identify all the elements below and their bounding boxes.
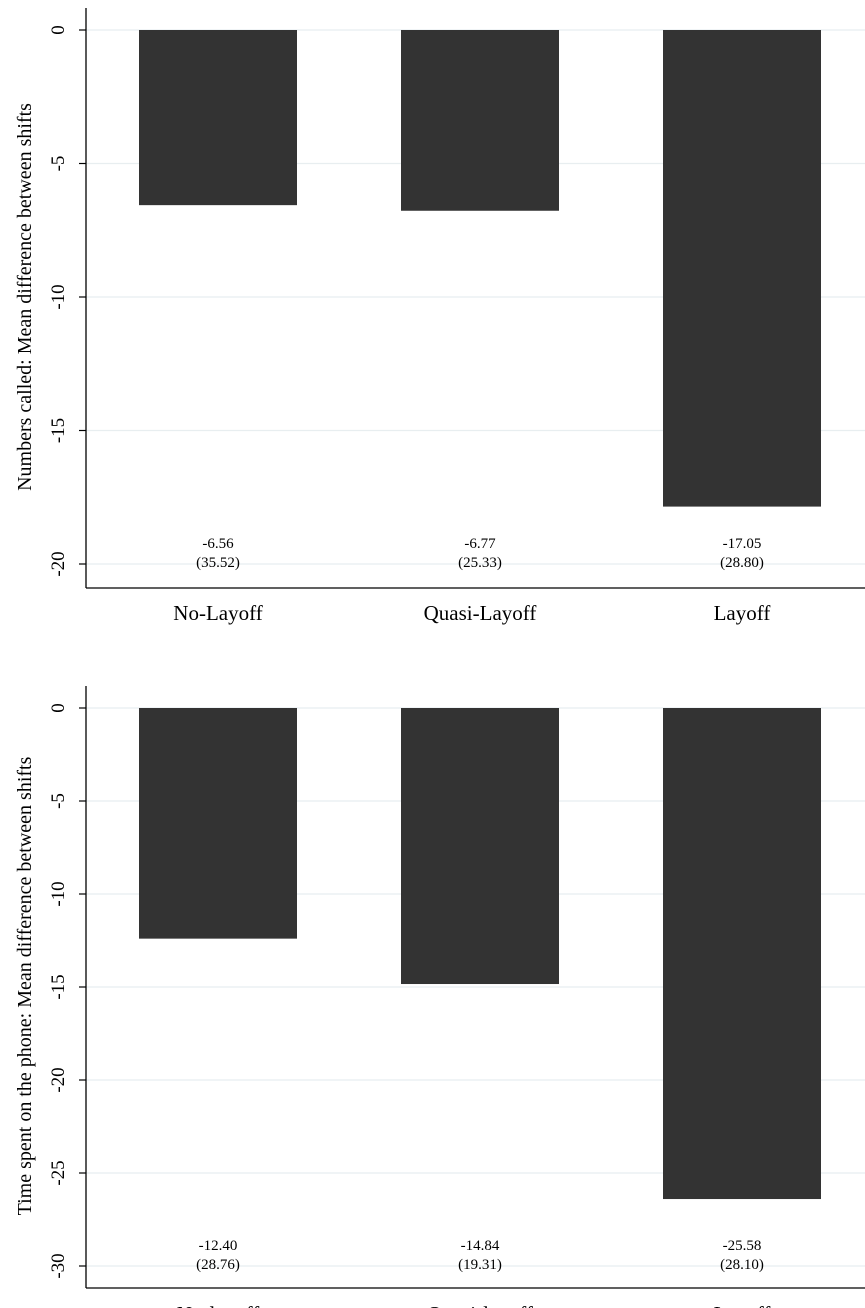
time-on-phone-category-label: Quasi-layoff bbox=[427, 1302, 533, 1308]
time-on-phone-bar-quasi-layoff bbox=[401, 708, 559, 985]
numbers-called-y-tick-label: -5 bbox=[48, 156, 69, 172]
time-on-phone-sd-label: (19.31) bbox=[458, 1257, 502, 1273]
numbers-called-bar-layoff bbox=[663, 30, 821, 507]
time-on-phone-sd-label: (28.76) bbox=[196, 1257, 240, 1273]
numbers-called-y-tick-label: -20 bbox=[48, 551, 69, 576]
numbers-called-sd-label: (25.33) bbox=[458, 555, 502, 571]
numbers-called-y-axis-title: Numbers called: Mean difference between … bbox=[14, 103, 36, 491]
numbers-called-sd-label: (28.80) bbox=[720, 555, 764, 571]
time-on-phone-bar-no-layoff bbox=[139, 708, 297, 939]
time-on-phone-y-tick-label: -20 bbox=[48, 1067, 69, 1092]
numbers-called-category-label: Layoff bbox=[714, 601, 771, 625]
chart-time-on-phone-svg: 0 -5 -10 -15 -20 -25 -30 -12.40 (28.76) -14.84 (19… bbox=[14, 686, 865, 1308]
time-on-phone-y-tick-label: -15 bbox=[48, 974, 69, 999]
numbers-called-bar-quasi-layoff bbox=[401, 30, 559, 211]
numbers-called-category-label: Quasi-Layoff bbox=[424, 601, 537, 625]
time-on-phone-y-tick-label: -10 bbox=[48, 881, 69, 906]
numbers-called-y-tick-label: -10 bbox=[48, 284, 69, 309]
time-on-phone-y-tick-label: -30 bbox=[48, 1253, 69, 1278]
numbers-called-mean-label: -6.77 bbox=[464, 536, 496, 552]
time-on-phone-y-axis-title: Time spent on the phone: Mean difference… bbox=[14, 756, 36, 1215]
time-on-phone-bar-layoff bbox=[663, 708, 821, 1200]
chart-numbers-called-svg: 0 -5 -10 -15 -20 -6.56 (35.52) -6.77 (25.33) -17.… bbox=[14, 8, 865, 625]
numbers-called-category-label: No-Layoff bbox=[173, 601, 262, 625]
numbers-called-mean-label: -17.05 bbox=[723, 536, 762, 552]
numbers-called-sd-label: (35.52) bbox=[196, 555, 240, 571]
numbers-called-mean-label: -6.56 bbox=[202, 536, 234, 552]
numbers-called-y-tick-label: 0 bbox=[48, 25, 69, 35]
time-on-phone-category-label: No-layoff bbox=[177, 1302, 259, 1308]
numbers-called-y-tick-label: -15 bbox=[48, 418, 69, 443]
time-on-phone-sd-label: (28.10) bbox=[720, 1257, 764, 1273]
time-on-phone-mean-label: -25.58 bbox=[723, 1238, 762, 1254]
time-on-phone-mean-label: -14.84 bbox=[461, 1238, 500, 1254]
time-on-phone-y-tick-label: -25 bbox=[48, 1160, 69, 1185]
time-on-phone-y-tick-label: 0 bbox=[48, 703, 69, 713]
time-on-phone-mean-label: -12.40 bbox=[199, 1238, 238, 1254]
numbers-called-bar-no-layoff bbox=[139, 30, 297, 206]
time-on-phone-category-label: Layoff bbox=[714, 1302, 771, 1308]
chart-time-on-phone: 0 -5 -10 -15 -20 -25 -30 -12.40 (28.76) -14.84 (19… bbox=[0, 654, 865, 1308]
chart-numbers-called: 0 -5 -10 -15 -20 -6.56 (35.52) -6.77 (25.33) -17.… bbox=[14, 8, 865, 625]
time-on-phone-y-tick-label: -5 bbox=[48, 793, 69, 809]
